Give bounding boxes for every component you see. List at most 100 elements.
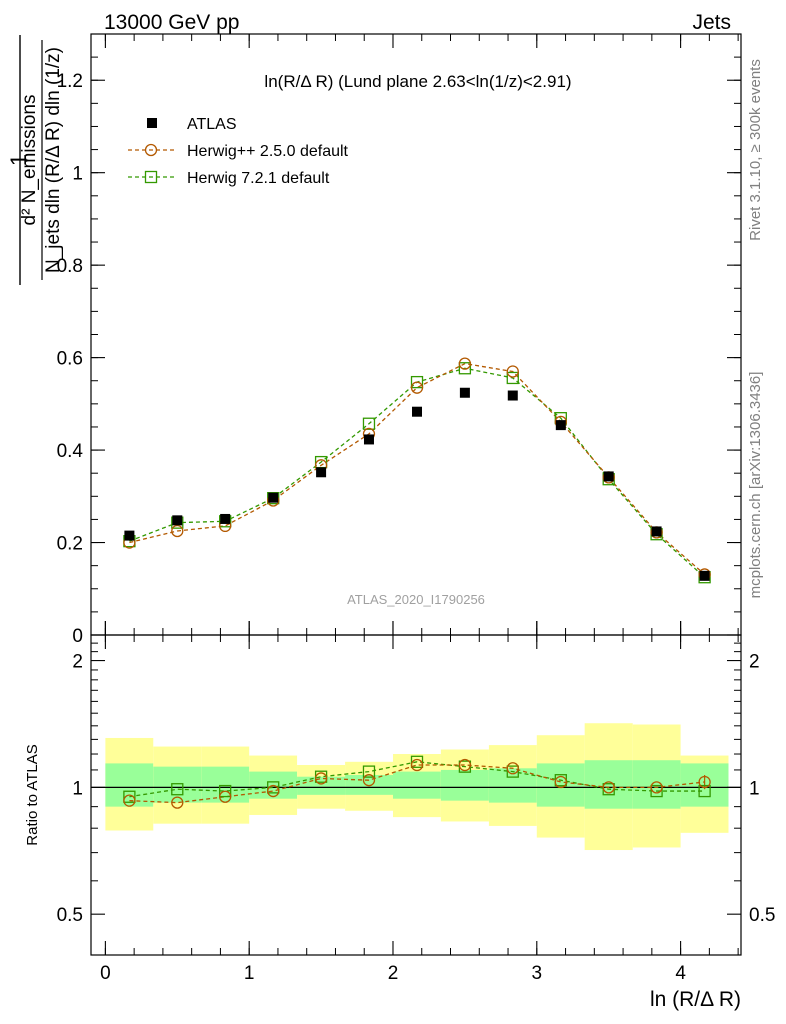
mcplots-side-label: mcplots.cern.ch [arXiv:1306.3436] <box>747 372 764 599</box>
legend: ATLAS Herwig++ 2.5.0 default Herwig 7.2.… <box>128 116 349 187</box>
header-jets-label: Jets <box>692 11 731 34</box>
band-inner-bin <box>201 766 250 803</box>
ratio-series <box>123 755 711 809</box>
herwig7-ratio-point <box>123 790 136 803</box>
main-y-tick-label: 1.2 <box>57 71 83 92</box>
rivet-side-label: Rivet 3.1.10, ≥ 300k events <box>747 59 764 241</box>
atlas-data-point <box>555 420 566 431</box>
main-y-axis-label-fraction: d² N_emissions N_jets dln (R/Δ R) dln (1… <box>19 40 64 280</box>
header-energy-label: 13000 GeV pp <box>104 11 239 34</box>
x-tick-label: 4 <box>675 963 686 984</box>
atlas-data-point <box>651 526 662 537</box>
atlas-data-point <box>363 434 374 445</box>
atlas-data-point <box>316 467 327 478</box>
herwig7-ratio-point <box>410 755 424 768</box>
main-y-tick-label: 0.4 <box>57 441 84 462</box>
herwig7-ratio-point <box>219 784 232 798</box>
main-y-tick-label: 0.2 <box>57 534 83 555</box>
herwigpp-ratio-line <box>129 764 705 804</box>
legend-atlas-marker <box>147 118 157 128</box>
main-ylabel-one: 1 <box>6 154 31 166</box>
legend-herwig7-label: Herwig 7.2.1 default <box>187 170 330 187</box>
band-inner-bin <box>105 763 154 807</box>
ratio-y-tick-label-left: 0.5 <box>57 905 83 926</box>
ratio-y-tick-label-left: 1 <box>72 778 83 799</box>
band-inner-bin <box>584 760 633 809</box>
herwigpp-ratio-point <box>267 784 280 798</box>
ratio-y-axis-label: Ratio to ATLAS <box>24 744 41 845</box>
herwigpp-ratio-point <box>698 775 711 789</box>
herwig7-ratio-point <box>650 784 663 798</box>
main-ylabel-denominator: N_jets dln (R/Δ R) dln (1/z) <box>43 47 64 273</box>
herwigpp-ratio-point <box>123 794 136 807</box>
atlas-data-point <box>124 530 135 541</box>
herwig7-main-point <box>506 371 519 385</box>
herwigpp-main-point <box>171 524 184 538</box>
atlas-data-point <box>268 492 279 503</box>
main-y-tick-label: 0.8 <box>57 256 83 277</box>
herwigpp-ratio-point <box>650 781 663 794</box>
atlas-data-point <box>220 513 231 524</box>
herwigpp-ratio-point <box>314 772 328 785</box>
x-tick-label: 2 <box>388 963 399 984</box>
main-y-axis-label: 1 <box>6 154 31 166</box>
analysis-watermark: ATLAS_2020_I1790256 <box>347 592 485 607</box>
herwigpp-ratio-point <box>602 781 615 794</box>
herwig7-ratio-point <box>171 783 184 796</box>
x-tick-label: 3 <box>532 963 543 984</box>
band-inner-bin <box>440 769 489 801</box>
herwigpp-ratio-point <box>410 758 424 772</box>
herwigpp-ratio-point <box>458 758 472 772</box>
legend-herwig7-marker <box>144 170 158 184</box>
ratio-y-tick-label-right: 2 <box>749 652 760 673</box>
herwig7-ratio-point <box>698 784 711 798</box>
main-y-tick-label: 0.6 <box>57 349 83 370</box>
herwig7-ratio-point <box>267 781 280 794</box>
herwig7-main-point <box>410 375 424 389</box>
atlas-data-point <box>603 471 614 482</box>
herwigpp-ratio-point <box>219 790 232 803</box>
plot-title: ln(R/Δ R) (Lund plane 2.63<ln(1/z)<2.91) <box>264 72 571 91</box>
main-y-tick-label: 0 <box>72 626 83 647</box>
atlas-data-point <box>172 515 183 526</box>
ratio-y-tick-label-right: 0.5 <box>749 905 775 926</box>
herwig7-ratio-point <box>362 765 376 778</box>
herwig7-main-point <box>362 417 376 430</box>
atlas-data-point <box>459 387 470 398</box>
legend-herwigpp-marker <box>144 143 158 157</box>
ratio-plot-frame <box>90 634 742 956</box>
x-tick-label: 1 <box>244 963 255 984</box>
atlas-data-point <box>699 570 710 581</box>
atlas-data-point <box>507 390 518 401</box>
main-ylabel-numerator: d² N_emissions <box>19 95 40 226</box>
ratio-axis-ticks: 0.5 0.5 1 1 2 2 <box>57 634 775 956</box>
herwigpp-ratio-point <box>171 796 184 809</box>
legend-atlas-label: ATLAS <box>187 116 237 133</box>
x-axis-ticks: 0 1 2 3 4 <box>100 34 739 984</box>
band-inner-bin <box>392 771 441 799</box>
herwigpp-main-point <box>458 357 472 370</box>
main-y-tick-label: 1 <box>72 164 83 185</box>
herwig7-ratio-line <box>129 761 705 798</box>
legend-herwigpp-label: Herwig++ 2.5.0 default <box>187 143 349 160</box>
main-series <box>123 357 711 584</box>
herwig7-main-point <box>458 362 472 375</box>
ratio-y-tick-label-right: 1 <box>749 778 760 799</box>
herwig7-ratio-point <box>506 765 519 778</box>
band-inner-bin <box>536 763 585 807</box>
herwigpp-ratio-point <box>506 762 519 775</box>
band-inner-bin <box>632 760 681 809</box>
ratio-uncertainty-bands <box>105 723 729 851</box>
herwigpp-ratio-point <box>554 775 567 789</box>
band-inner-bin <box>345 774 393 795</box>
x-tick-label: 0 <box>100 963 111 984</box>
atlas-data-point <box>412 406 423 417</box>
main-axis-ticks: 0 0.2 0.4 0.6 0.8 1 1.2 <box>57 33 741 647</box>
herwigpp-main-point <box>506 365 519 378</box>
ratio-y-tick-label-left: 2 <box>72 652 83 673</box>
band-inner-bin <box>297 776 346 795</box>
x-axis-label: ln (R/Δ R) <box>650 988 741 1011</box>
herwigpp-ratio-point <box>362 774 376 787</box>
herwigpp-main-point <box>410 381 424 394</box>
